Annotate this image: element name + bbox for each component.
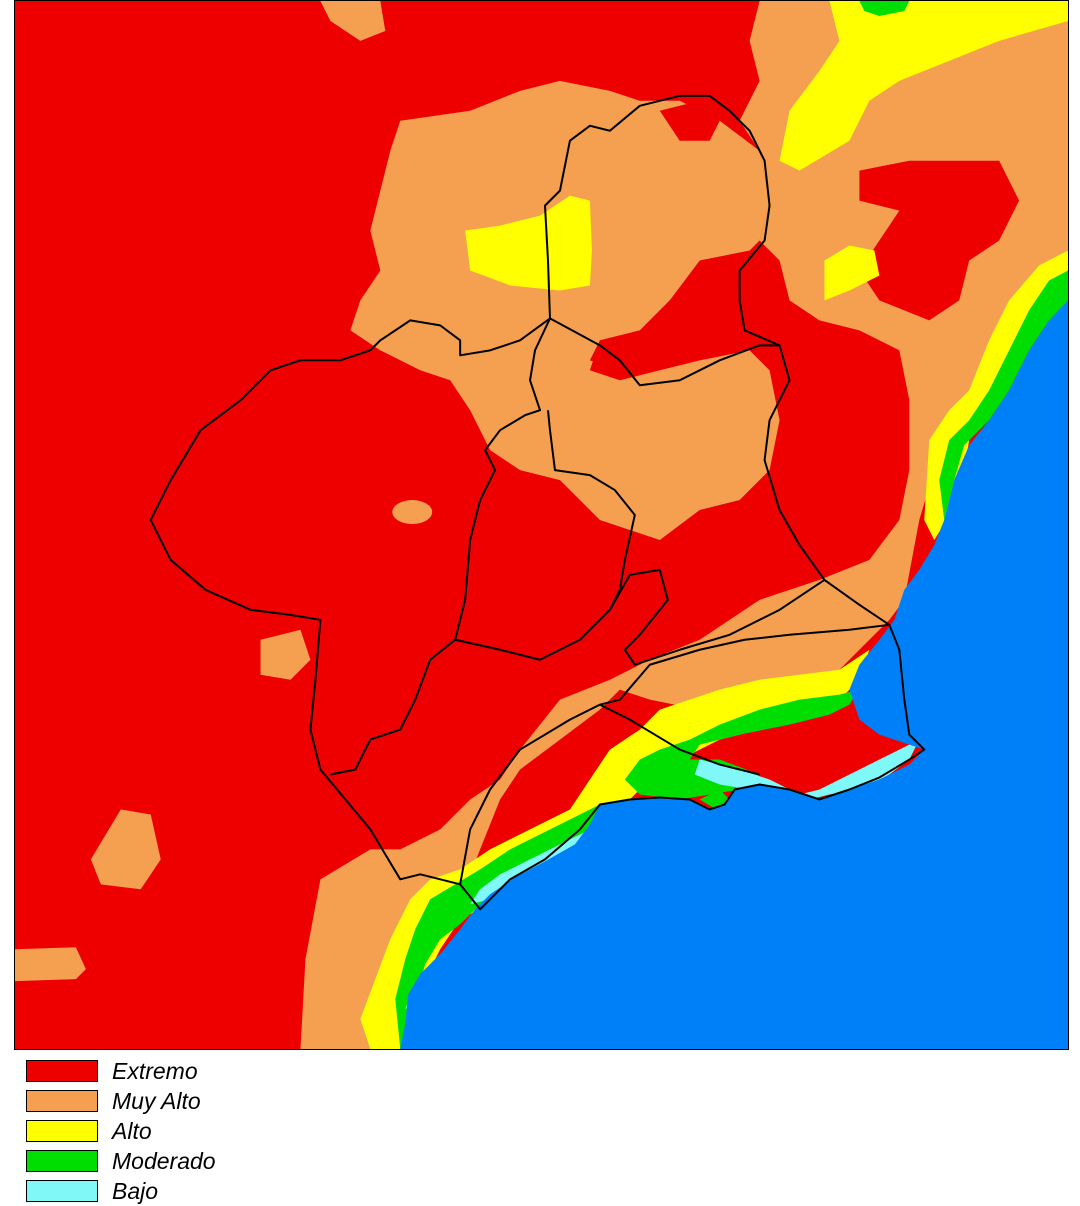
legend-item: Extremo — [26, 1056, 426, 1086]
legend-label: Extremo — [112, 1057, 198, 1084]
legend-label: Alto — [112, 1117, 152, 1144]
inner-boundary-3 — [609, 568, 826, 666]
zone-extremo-ne — [859, 160, 1020, 321]
legend-item: Bajo — [26, 1176, 426, 1206]
ne-region-boundary — [543, 94, 780, 347]
inner-boundary-5 — [599, 703, 760, 776]
inner-boundary-4 — [459, 623, 890, 885]
region-borders — [149, 94, 926, 911]
inner-boundary-2 — [330, 639, 456, 776]
legend-label: Moderado — [112, 1147, 216, 1174]
risk-map-canvas — [15, 1, 1068, 1049]
legend-swatch — [26, 1060, 98, 1082]
legend-swatch — [26, 1090, 98, 1112]
risk-map — [14, 0, 1069, 1050]
legend-label: Bajo — [112, 1177, 159, 1204]
legend-item: Moderado — [26, 1146, 426, 1176]
legend-swatch — [26, 1120, 98, 1142]
legend-label: Muy Alto — [112, 1087, 201, 1114]
legend-item: Alto — [26, 1116, 426, 1146]
inner-boundary-1 — [454, 317, 636, 661]
outer-boundary — [149, 317, 926, 911]
legend-swatch — [26, 1150, 98, 1172]
zone-extremo-center — [589, 100, 780, 371]
legend-swatch — [26, 1180, 98, 1202]
sea — [400, 300, 1068, 1049]
map-legend: Extremo Muy Alto Alto Moderado Bajo — [26, 1056, 426, 1206]
legend-item: Muy Alto — [26, 1086, 426, 1116]
